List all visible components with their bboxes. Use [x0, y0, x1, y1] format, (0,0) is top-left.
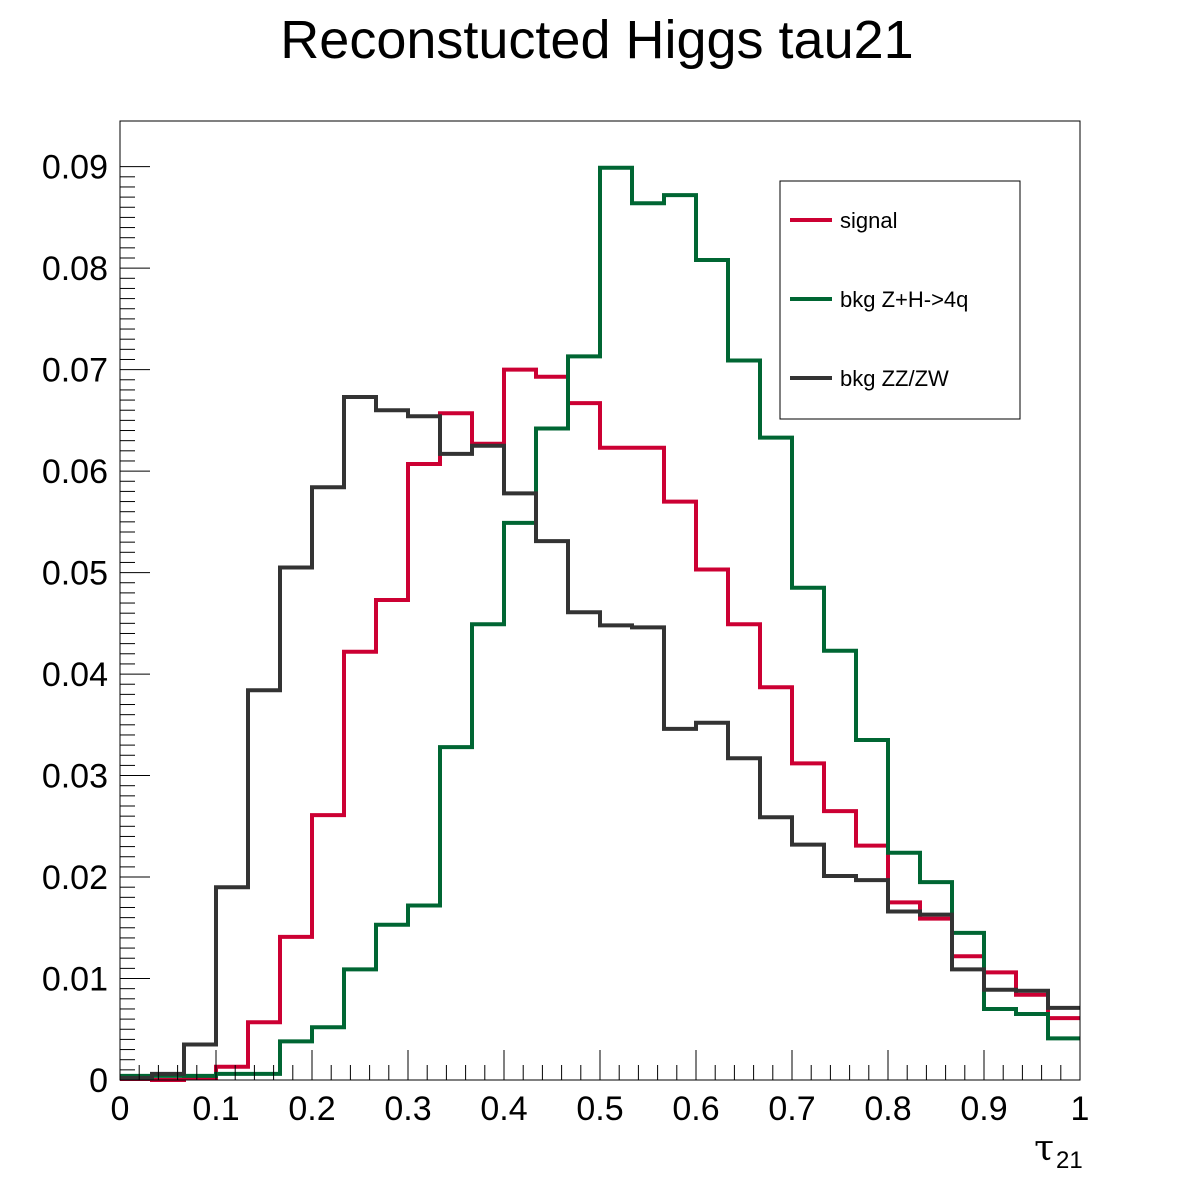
y-tick-label: 0	[89, 1062, 108, 1100]
legend: signal bkg Z+H->4q bkg ZZ/ZW	[779, 180, 1021, 420]
x-tick-label: 0.4	[480, 1090, 527, 1128]
x-tick-label: 0.9	[960, 1090, 1007, 1128]
x-axis-tick-labels: 0 0.1 0.2 0.3 0.4 0.5 0.6 0.7 0.8 0.9 1	[111, 1090, 1090, 1128]
y-tick-label: 0.01	[42, 961, 108, 999]
x-tick-label: 0	[111, 1090, 130, 1128]
x-tick-label: 0.1	[192, 1090, 239, 1128]
y-tick-label: 0.04	[42, 656, 108, 694]
x-tick-label: 0.2	[288, 1090, 335, 1128]
x-tick-label: 0.8	[864, 1090, 911, 1128]
y-axis-tick-labels: 0 0.01 0.02 0.03 0.04 0.05 0.06 0.07 0.08 0.09	[42, 149, 108, 1100]
y-tick-label: 0.07	[42, 352, 108, 390]
legend-label: bkg Z+H->4q	[840, 287, 968, 312]
series-line-2	[120, 165, 1080, 1078]
legend-label: signal	[840, 208, 897, 233]
series-line-3	[120, 395, 1080, 1080]
series-line-1	[120, 367, 1080, 1082]
x-tick-label: 0.7	[768, 1090, 815, 1128]
y-tick-label: 0.06	[42, 453, 108, 491]
y-tick-label: 0.02	[42, 859, 108, 897]
y-tick-label: 0.03	[42, 758, 108, 796]
x-tick-label: 1	[1071, 1090, 1090, 1128]
y-tick-label: 0.09	[42, 149, 108, 187]
legend-label: bkg ZZ/ZW	[840, 366, 949, 391]
y-axis-ticks	[120, 166, 150, 1081]
y-tick-label: 0.05	[42, 555, 108, 593]
x-axis-ticks	[119, 1050, 1081, 1080]
x-axis-label: τ21	[1034, 1128, 1083, 1174]
x-tick-label: 0.5	[576, 1090, 623, 1128]
x-axis-label-subscript: 21	[1056, 1147, 1083, 1174]
series-layer	[120, 165, 1080, 1082]
y-tick-label: 0.08	[42, 250, 108, 288]
legend-entries: signal bkg Z+H->4q bkg ZZ/ZW	[790, 208, 968, 391]
x-tick-label: 0.3	[384, 1090, 431, 1128]
chart-title: Reconstucted Higgs tau21	[280, 10, 913, 70]
x-axis-label-symbol: τ	[1034, 1128, 1054, 1169]
x-tick-label: 0.6	[672, 1090, 719, 1128]
